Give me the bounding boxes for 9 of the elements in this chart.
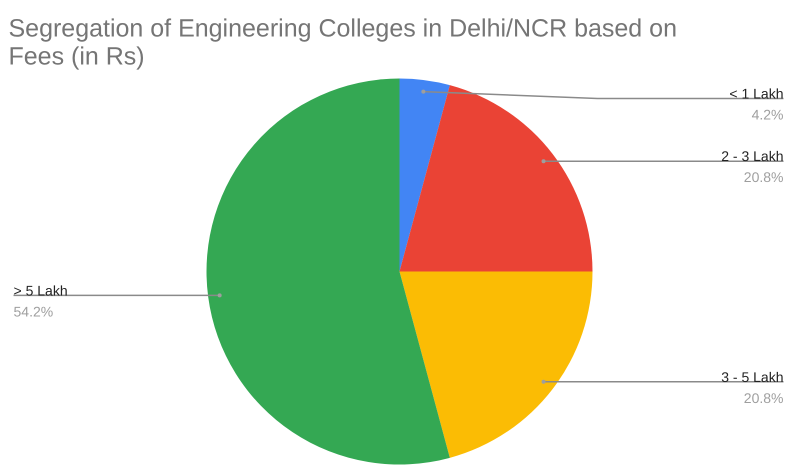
slice-label: < 1 Lakh xyxy=(729,86,784,102)
data-label: 54.2% xyxy=(14,303,54,320)
data-label: 20.8% xyxy=(744,390,784,406)
slice-label: 3 - 5 Lakh xyxy=(721,368,784,385)
chart-title: Segregation of Engineering Colleges in Delhi/NCR based on Fees (in Rs) xyxy=(8,14,677,70)
slice-label: > 5 Lakh xyxy=(14,282,68,298)
slice-label: 2 - 3 Lakh xyxy=(721,148,784,164)
data-label: 4.2% xyxy=(752,106,784,122)
data-label: 20.8% xyxy=(744,169,784,186)
